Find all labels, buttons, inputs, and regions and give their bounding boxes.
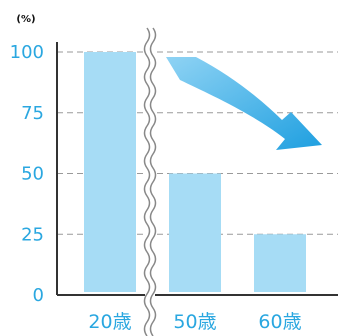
x-tick-label: 50歳 bbox=[173, 311, 216, 333]
axis-layer bbox=[56, 42, 338, 296]
unit-label: (%) bbox=[16, 14, 35, 25]
y-tick-label: 25 bbox=[21, 224, 44, 245]
bar bbox=[84, 52, 136, 292]
trend-arrow bbox=[166, 57, 322, 150]
y-tick-label: 75 bbox=[21, 103, 44, 124]
y-tick-label: 50 bbox=[21, 164, 44, 185]
y-tick-label: 0 bbox=[33, 285, 44, 306]
axis-break-gap bbox=[145, 28, 155, 336]
bar bbox=[169, 173, 221, 292]
bars-layer bbox=[84, 52, 306, 292]
x-tick-label: 60歳 bbox=[258, 311, 301, 333]
bar bbox=[254, 234, 306, 292]
trend-arrow-shape bbox=[166, 57, 322, 150]
axis-break-line bbox=[149, 27, 157, 336]
labels-layer: 100 75 50 25 0 (%) 20歳 50歳 60歳 bbox=[10, 14, 302, 333]
axis-break bbox=[143, 27, 157, 336]
y-tick-label: 100 bbox=[10, 42, 44, 63]
x-tick-label: 20歳 bbox=[88, 311, 131, 333]
axis-break-line bbox=[143, 27, 151, 336]
